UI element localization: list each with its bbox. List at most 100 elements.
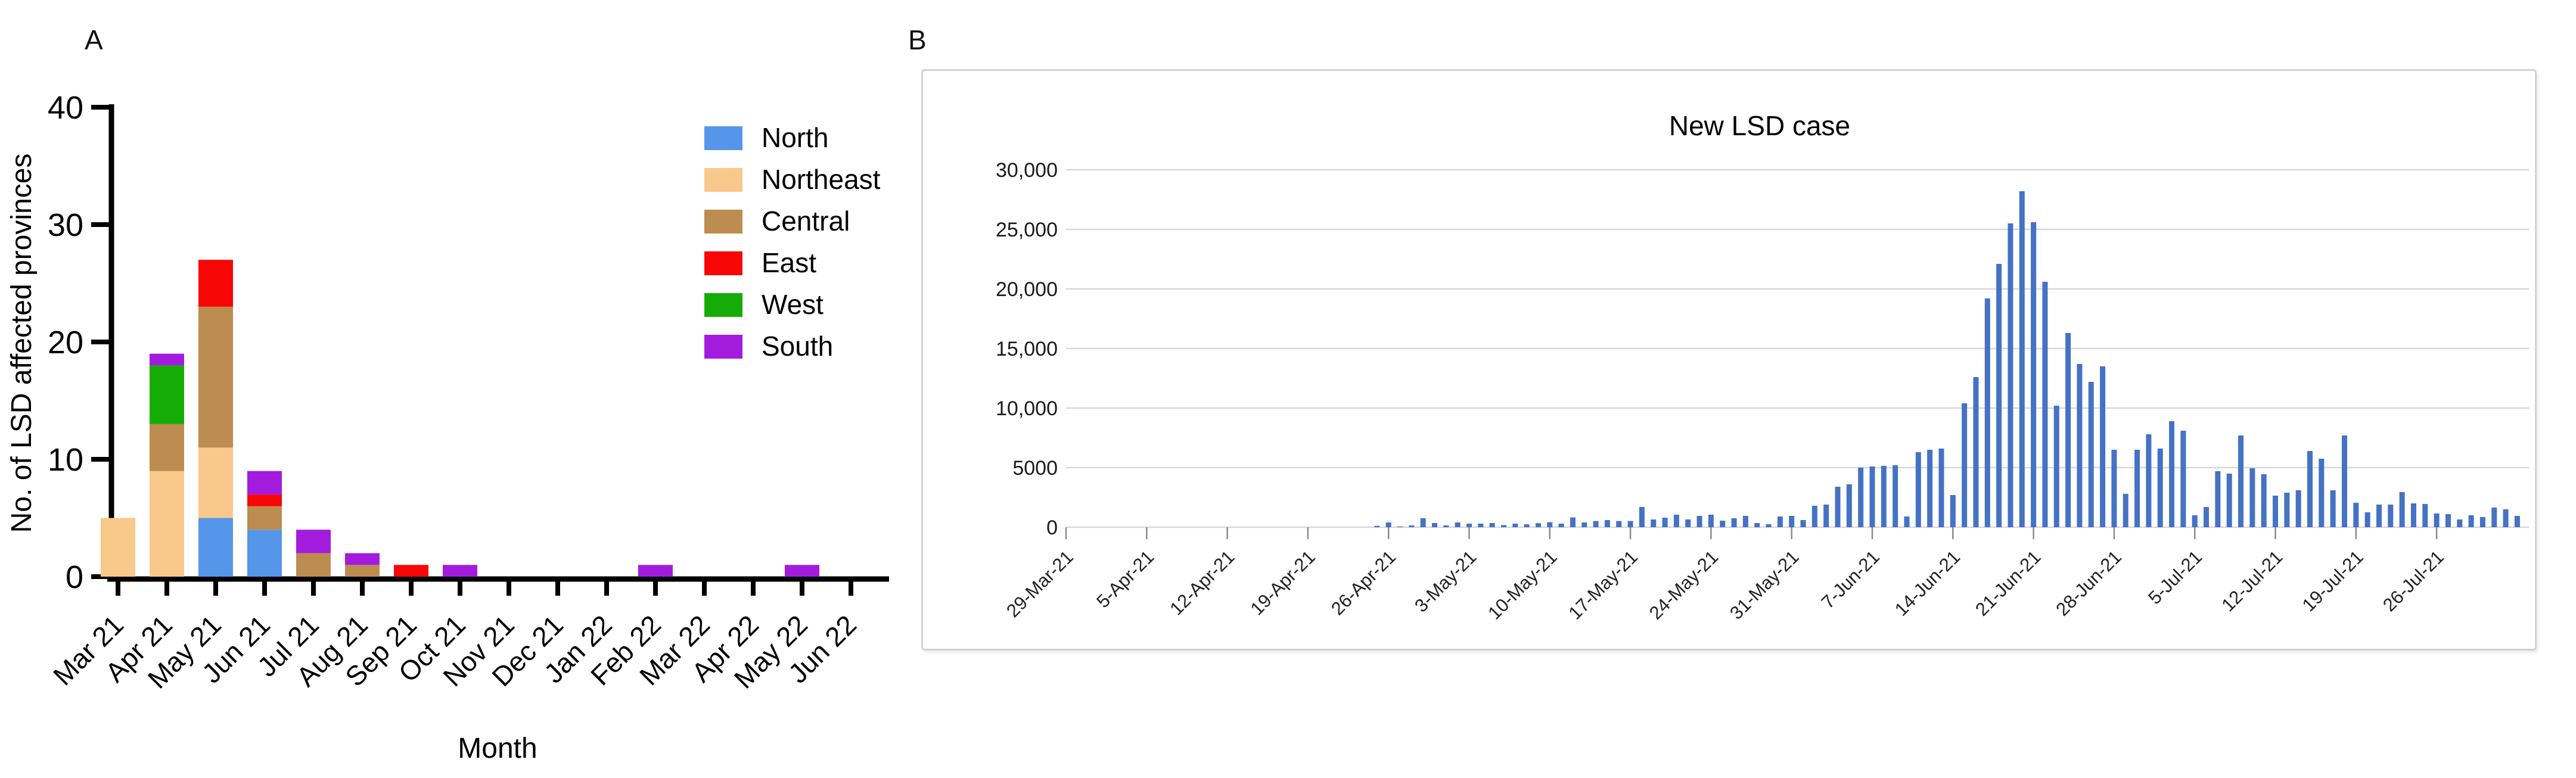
x-tick-label: 28-Jun-21 — [2052, 546, 2125, 620]
daily-bar — [1720, 521, 1725, 527]
legend-label-northeast: Northeast — [762, 164, 881, 195]
x-tick-label: 5-Apr-21 — [1092, 546, 1158, 612]
legend-swatch-south — [704, 335, 742, 359]
daily-bar — [2123, 494, 2128, 527]
daily-bar — [2434, 514, 2440, 527]
daily-bar — [2422, 504, 2428, 527]
daily-cases-chart-frame: New LSD case0500010,00015,00020,00025,00… — [921, 69, 2537, 651]
daily-bar — [2158, 449, 2163, 527]
x-tick-label: 24-May-21 — [1645, 546, 1723, 624]
daily-bar — [1616, 521, 1621, 527]
bar-segment-south — [785, 565, 819, 577]
daily-bar — [1466, 524, 1472, 527]
daily-bar — [1835, 487, 1841, 527]
y-tick-label: 20,000 — [996, 278, 1058, 301]
daily-bar — [1823, 505, 1829, 527]
daily-bar — [2249, 468, 2255, 527]
daily-bar — [2353, 503, 2359, 527]
daily-bar — [1858, 468, 1863, 527]
daily-bar — [1639, 507, 1645, 527]
figure-canvas: A 010203040No. of LSD affected provinces… — [0, 0, 2576, 778]
daily-bar — [1490, 523, 1495, 527]
bar-segment-south — [247, 471, 282, 494]
daily-bar — [2180, 431, 2186, 527]
daily-bar — [2054, 406, 2059, 527]
bar-segment-northeast — [101, 518, 135, 577]
daily-bar — [2411, 503, 2416, 527]
daily-bar — [1996, 264, 2002, 527]
bar-segment-central — [198, 307, 233, 447]
daily-bar — [2342, 435, 2347, 527]
daily-bar — [1685, 519, 1691, 527]
daily-bar — [1386, 522, 1391, 527]
bar-segment-central — [345, 565, 380, 577]
bar-segment-northeast — [150, 471, 184, 577]
daily-bar — [1754, 523, 1760, 527]
daily-bar — [1766, 524, 1772, 527]
bar-segment-northeast — [198, 447, 233, 518]
daily-bar — [2400, 492, 2405, 527]
y-tick-label: 0 — [1046, 516, 1058, 539]
daily-bar — [2273, 496, 2278, 527]
panel-b-label: B — [908, 24, 927, 56]
daily-bar — [1536, 523, 1541, 527]
daily-bar — [1881, 466, 1887, 527]
daily-bar — [1478, 524, 1483, 527]
daily-bar — [1950, 495, 1956, 527]
daily-bar — [1973, 377, 1978, 527]
daily-bar — [1916, 452, 1921, 527]
daily-bar — [1743, 516, 1748, 527]
y-tick-label: 5000 — [1012, 457, 1058, 480]
daily-bar — [2008, 223, 2013, 527]
x-tick-label: 3-May-21 — [1410, 546, 1480, 616]
daily-bar — [1893, 465, 1898, 527]
x-tick-label: 7-Jun-21 — [1817, 546, 1884, 612]
daily-bar — [1732, 518, 1737, 527]
daily-bar — [2376, 505, 2382, 527]
daily-bar — [2042, 282, 2047, 527]
y-axis-title: No. of LSD affected provinces — [6, 154, 38, 533]
y-tick-label: 25,000 — [996, 219, 1058, 241]
daily-bar — [2192, 515, 2198, 527]
daily-bar — [2019, 191, 2025, 527]
legend-swatch-west — [704, 293, 742, 317]
bar-segment-east — [198, 260, 233, 307]
daily-bar — [1847, 484, 1852, 527]
y-tick-label: 0 — [66, 559, 83, 595]
daily-bar — [2469, 515, 2474, 527]
daily-bar — [1801, 520, 1806, 527]
daily-bar — [1962, 403, 1967, 527]
daily-bar — [1570, 518, 1576, 527]
chart-title: New LSD case — [1669, 110, 1850, 141]
daily-bar — [1663, 518, 1668, 527]
legend-label-east: East — [762, 247, 816, 278]
bar-segment-north — [198, 518, 233, 577]
daily-bar — [1789, 516, 1794, 527]
bar-segment-south — [638, 565, 673, 577]
x-tick-label: 29-Mar-21 — [1002, 546, 1077, 621]
daily-bar — [1628, 521, 1633, 527]
x-tick-label: 5-Jul-21 — [2144, 546, 2206, 608]
daily-bar — [1421, 518, 1426, 527]
y-tick-label: 20 — [48, 325, 83, 360]
y-tick-label: 30,000 — [996, 159, 1058, 182]
y-tick-label: 10,000 — [996, 397, 1058, 420]
daily-bar — [2330, 490, 2336, 527]
daily-bar — [1374, 526, 1379, 527]
daily-bar — [1524, 524, 1530, 527]
daily-bar — [2515, 516, 2520, 527]
bar-segment-central — [150, 424, 184, 471]
legend-swatch-north — [704, 126, 742, 150]
bar-segment-south — [150, 354, 184, 366]
daily-bar — [2261, 474, 2267, 527]
x-tick-label: 26-Jul-21 — [2379, 546, 2448, 615]
x-tick-label: 19-Jul-21 — [2298, 546, 2367, 615]
x-tick-label: 19-Apr-21 — [1247, 546, 1319, 619]
daily-bar — [1697, 516, 1702, 527]
x-tick-label: 10-May-21 — [1484, 546, 1561, 624]
bar-segment-south — [345, 553, 380, 565]
daily-cases-bar-chart: New LSD case0500010,00015,00020,00025,00… — [923, 71, 2535, 649]
x-tick-label: 26-Apr-21 — [1327, 546, 1400, 619]
x-tick-label: 17-May-21 — [1565, 546, 1642, 624]
daily-bar — [2319, 459, 2324, 527]
